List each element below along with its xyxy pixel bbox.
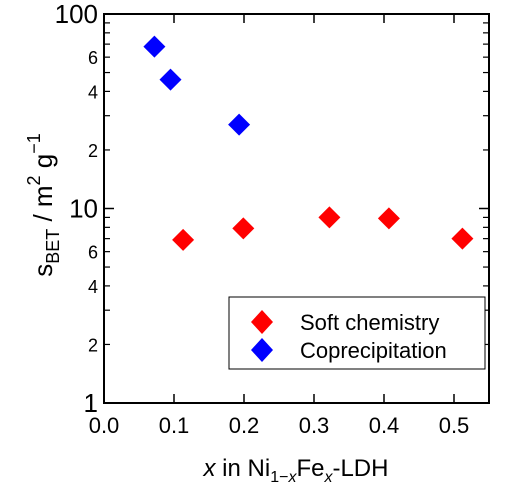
marker-series-1-point-0: [143, 35, 166, 58]
y-axis-s: s: [28, 264, 58, 277]
y-minor-tick-label-4: 4: [88, 82, 98, 102]
y-axis-sup1: 2: [24, 175, 44, 185]
y-axis-unit: / m: [28, 185, 58, 228]
x-tick-label-1: 0.1: [159, 413, 190, 438]
legend-marker-soft-chemistry: [251, 310, 273, 334]
data-markers: [143, 35, 474, 251]
x-axis-text-end: -LDH: [332, 455, 388, 482]
marker-series-0-point-0: [172, 228, 195, 251]
y-axis-sup2: −1: [24, 133, 44, 154]
legend-frame: [228, 296, 486, 370]
y-major-tick-label-2: 100: [55, 0, 98, 29]
legend-label-soft-chemistry: Soft chemistry: [300, 310, 439, 335]
y-minor-tick-label-0: 2: [88, 335, 98, 355]
legend-label-coprecipitation: Coprecipitation: [300, 338, 447, 363]
x-tick-label-5: 0.5: [439, 413, 470, 438]
tick-labels: 0.0 0.1 0.2 0.3 0.4 0.5 1 10 100 2 4 6 2 4 6: [55, 0, 470, 438]
x-tick-label-0: 0.0: [89, 413, 120, 438]
y-major-tick-label-0: 1: [84, 388, 98, 418]
y-minor-tick-label-1: 4: [88, 277, 98, 297]
y-axis-g: g: [28, 154, 58, 176]
y-minor-tick-label-5: 6: [88, 48, 98, 68]
y-major-tick-label-1: 10: [69, 194, 98, 224]
marker-series-0-point-1: [232, 217, 255, 240]
x-axis-var: x: [203, 455, 217, 482]
x-axis-text-fe: Fe: [296, 455, 324, 482]
x-tick-label-4: 0.4: [369, 413, 400, 438]
x-axis-text-mid: in Ni: [216, 455, 271, 482]
legend-marker-coprecipitation: [251, 338, 273, 362]
y-minor-tick-label-2: 6: [88, 243, 98, 263]
marker-series-0-point-4: [451, 227, 474, 250]
legend: Soft chemistry Coprecipitation: [228, 296, 486, 370]
y-minor-tick-label-3: 2: [88, 141, 98, 161]
x-tick-label-2: 0.2: [229, 413, 260, 438]
y-axis-title: sBET / m2 g−1: [24, 133, 63, 277]
x-tick-label-3: 0.3: [299, 413, 330, 438]
marker-series-1-point-2: [228, 113, 251, 136]
x-axis-sub1: 1−: [270, 469, 288, 486]
x-axis-title: x in Ni1−xFex-LDH: [203, 455, 389, 486]
axis-ticks: [103, 13, 489, 404]
marker-series-0-point-2: [318, 206, 341, 229]
marker-series-0-point-3: [377, 207, 400, 230]
x-axis-sub2-var: x: [323, 469, 333, 486]
marker-series-1-point-1: [159, 68, 182, 91]
x-axis-sub1-var: x: [287, 469, 297, 486]
y-axis-sub: BET: [43, 229, 63, 264]
